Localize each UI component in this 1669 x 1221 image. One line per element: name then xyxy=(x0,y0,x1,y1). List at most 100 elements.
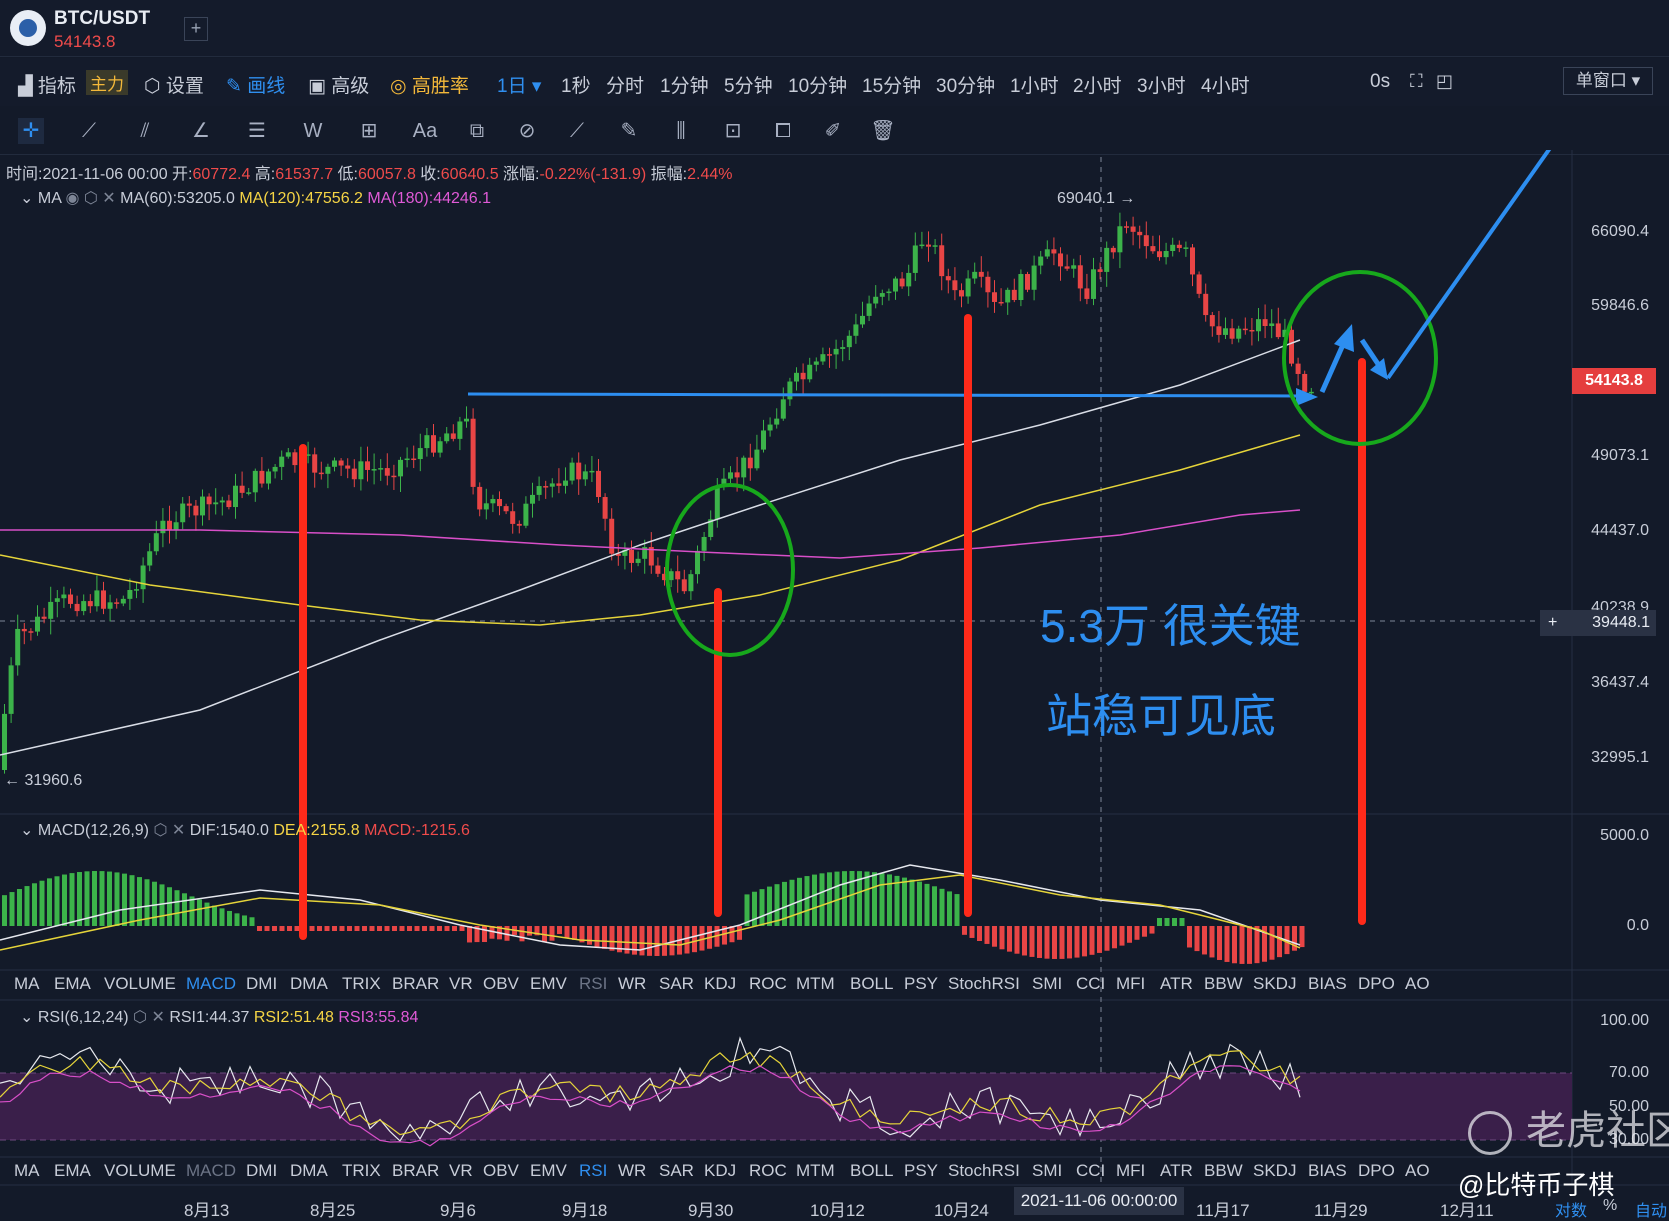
collapse-icon[interactable]: ⌄ xyxy=(20,190,38,207)
main-tab-bbw[interactable]: BBW xyxy=(1204,974,1243,993)
main-tab-rsi[interactable]: RSI xyxy=(579,974,608,993)
advanced-button[interactable]: ▣ 高级 xyxy=(308,71,369,98)
horizontal-lines-icon[interactable]: ☰ xyxy=(248,120,266,142)
sub-tab-skdj[interactable]: SKDJ xyxy=(1253,1161,1297,1180)
crosshair-plus[interactable]: + xyxy=(1548,614,1558,631)
main-tab-dma[interactable]: DMA xyxy=(290,974,328,993)
sub-tab-boll[interactable]: BOLL xyxy=(850,1161,894,1180)
interval-6[interactable]: 30分钟 xyxy=(936,76,996,97)
gear-icon[interactable]: ⬡ xyxy=(133,1009,152,1026)
angle-icon[interactable]: ∠ xyxy=(192,120,210,142)
edit-icon[interactable]: ✐ xyxy=(824,120,842,142)
window-mode-select[interactable]: 单窗口 ▾ xyxy=(1563,67,1653,95)
fullscreen-icon[interactable]: ⛶ xyxy=(1410,71,1423,91)
interval-10[interactable]: 4小时 xyxy=(1201,76,1250,97)
interval-1[interactable]: 分时 xyxy=(606,76,645,97)
trash-icon[interactable]: 🗑 xyxy=(870,120,896,142)
sub-tab-ma[interactable]: MA xyxy=(14,1161,40,1180)
interval-8[interactable]: 2小时 xyxy=(1073,76,1122,97)
sub-tab-trix[interactable]: TRIX xyxy=(342,1161,381,1180)
main-tab-ma[interactable]: MA xyxy=(14,974,40,993)
sub-tab-mtm[interactable]: MTM xyxy=(796,1161,835,1180)
sub-tab-mfi[interactable]: MFI xyxy=(1116,1161,1146,1180)
brush-icon[interactable]: ✎ xyxy=(620,120,638,142)
text-icon[interactable]: Aa xyxy=(412,120,438,142)
main-tab-skdj[interactable]: SKDJ xyxy=(1253,974,1297,993)
main-tab-bias[interactable]: BIAS xyxy=(1308,974,1347,993)
close-icon[interactable]: ✕ xyxy=(102,190,121,207)
interval-4[interactable]: 10分钟 xyxy=(788,76,848,97)
percent-scale-toggle[interactable]: % xyxy=(1603,1197,1618,1214)
gear-icon[interactable]: ⬡ xyxy=(153,822,172,839)
main-tab-emv[interactable]: EMV xyxy=(530,974,567,993)
sub-tab-roc[interactable]: ROC xyxy=(749,1161,787,1180)
main-tab-wr[interactable]: WR xyxy=(618,974,647,993)
eye-icon[interactable]: ◉ xyxy=(65,190,84,207)
main-tab-volume[interactable]: VOLUME xyxy=(104,974,176,993)
parallel-channel-icon[interactable]: ⫽ xyxy=(140,120,150,142)
pattern-icon[interactable]: ⧉ xyxy=(469,120,485,142)
main-tab-stochrsi[interactable]: StochRSI xyxy=(948,974,1020,993)
trend-line-icon[interactable]: ⟋ xyxy=(82,120,96,142)
main-force-badge[interactable]: 主力 xyxy=(86,70,128,95)
sub-tab-kdj[interactable]: KDJ xyxy=(704,1161,737,1180)
main-tab-ema[interactable]: EMA xyxy=(54,974,91,993)
sub-tab-psy[interactable]: PSY xyxy=(904,1161,939,1180)
add-tab-button[interactable]: + xyxy=(184,17,208,41)
sub-tab-stochrsi[interactable]: StochRSI xyxy=(948,1161,1020,1180)
popout-icon[interactable]: ◰ xyxy=(1436,71,1454,91)
fibonacci-icon[interactable]: ⊘ xyxy=(518,120,536,142)
sub-tab-obv[interactable]: OBV xyxy=(483,1161,519,1180)
sub-tab-macd[interactable]: MACD xyxy=(186,1161,237,1180)
interval-2[interactable]: 1分钟 xyxy=(660,76,709,97)
sub-tab-ema[interactable]: EMA xyxy=(54,1161,91,1180)
candle-icon[interactable]: ⫼ xyxy=(676,120,686,142)
sub-tab-smi[interactable]: SMI xyxy=(1032,1161,1063,1180)
main-tab-trix[interactable]: TRIX xyxy=(342,974,381,993)
wave-icon[interactable]: W xyxy=(303,120,323,142)
win-rate-button[interactable]: ◎ 高胜率 xyxy=(390,71,469,98)
sub-tab-emv[interactable]: EMV xyxy=(530,1161,567,1180)
main-tab-vr[interactable]: VR xyxy=(449,974,473,993)
interval-7[interactable]: 1小时 xyxy=(1010,76,1059,97)
sub-tab-rsi[interactable]: RSI xyxy=(579,1161,608,1180)
lock-icon[interactable]: ⊡ xyxy=(724,120,742,142)
main-tab-psy[interactable]: PSY xyxy=(904,974,939,993)
main-tab-obv[interactable]: OBV xyxy=(483,974,519,993)
ruler-icon[interactable]: ⟋ xyxy=(570,120,584,142)
sub-tab-dmi[interactable]: DMI xyxy=(246,1161,278,1180)
draw-button[interactable]: ✎ 画线 xyxy=(226,71,285,98)
close-icon[interactable]: ✕ xyxy=(171,822,190,839)
symbol-name[interactable]: BTC/USDT xyxy=(54,8,151,29)
sub-tab-dpo[interactable]: DPO xyxy=(1358,1161,1395,1180)
main-tab-dmi[interactable]: DMI xyxy=(246,974,278,993)
log-scale-toggle[interactable]: 对数 xyxy=(1555,1203,1588,1220)
sub-tab-vr[interactable]: VR xyxy=(449,1161,473,1180)
rectangle-icon[interactable]: ⊞ xyxy=(360,120,378,142)
interval-9[interactable]: 3小时 xyxy=(1137,76,1186,97)
main-tab-atr[interactable]: ATR xyxy=(1160,974,1193,993)
indicator-button[interactable]: ▟ 指标 xyxy=(18,71,76,98)
main-tab-roc[interactable]: ROC xyxy=(749,974,787,993)
main-tab-ao[interactable]: AO xyxy=(1405,974,1430,993)
main-tab-smi[interactable]: SMI xyxy=(1032,974,1063,993)
sub-tab-bias[interactable]: BIAS xyxy=(1308,1161,1347,1180)
sub-tab-ao[interactable]: AO xyxy=(1405,1161,1430,1180)
sub-tab-atr[interactable]: ATR xyxy=(1160,1161,1193,1180)
main-tab-mfi[interactable]: MFI xyxy=(1116,974,1146,993)
auto-scale-toggle[interactable]: 自动 xyxy=(1635,1203,1668,1220)
sub-tab-brar[interactable]: BRAR xyxy=(392,1161,440,1180)
sub-tab-volume[interactable]: VOLUME xyxy=(104,1161,176,1180)
collapse-icon[interactable]: ⌄ xyxy=(20,822,38,839)
sub-tab-dma[interactable]: DMA xyxy=(290,1161,328,1180)
copy-icon[interactable]: ⧠ xyxy=(775,120,791,142)
main-tab-macd[interactable]: MACD xyxy=(186,974,237,993)
close-icon[interactable]: ✕ xyxy=(151,1009,170,1026)
price-chart[interactable] xyxy=(0,150,1669,1219)
gear-icon[interactable]: ⬡ xyxy=(83,190,103,207)
interval-3[interactable]: 5分钟 xyxy=(724,76,773,97)
interval-5[interactable]: 15分钟 xyxy=(862,76,922,97)
settings-button[interactable]: ⬡ 设置 xyxy=(144,71,204,98)
main-tab-kdj[interactable]: KDJ xyxy=(704,974,737,993)
interval-selected[interactable]: 1日 ▾ xyxy=(497,71,541,98)
